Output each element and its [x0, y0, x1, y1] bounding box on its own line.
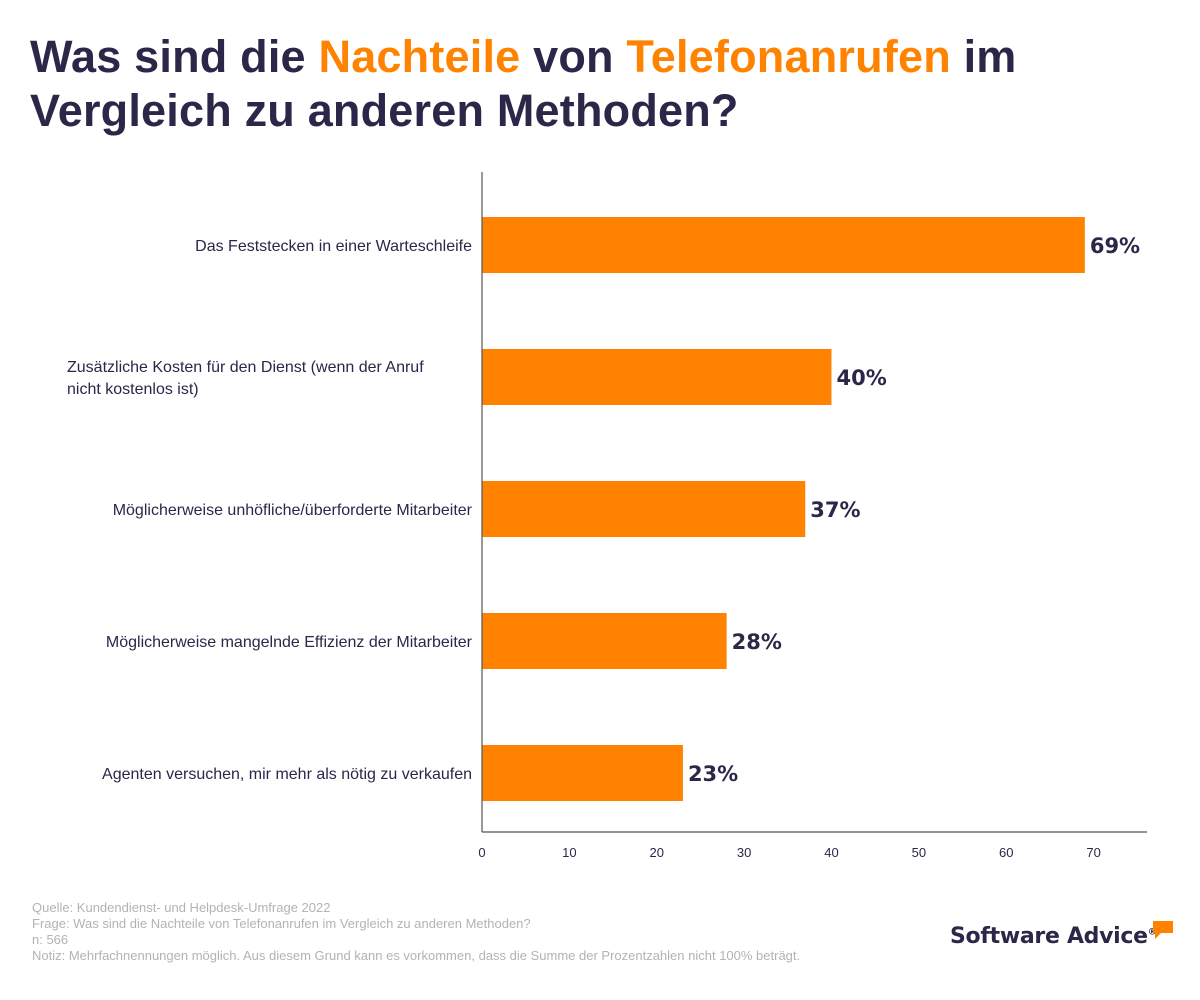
category-label-0: Das Feststecken in einer Warteschleife — [195, 238, 472, 255]
footnote-source: Quelle: Kundendienst- und Helpdesk-Umfra… — [32, 900, 331, 915]
footnote-note: Notiz: Mehrfachnennungen möglich. Aus di… — [32, 948, 801, 963]
software-advice-logo: Software Advice® — [950, 920, 1180, 956]
category-label-4: Agenten versuchen, mir mehr als nötig zu… — [102, 766, 472, 783]
x-tick-label-3: 30 — [737, 845, 751, 860]
x-tick-label-6: 60 — [999, 845, 1013, 860]
bar-1 — [482, 349, 832, 405]
x-tick-label-7: 70 — [1086, 845, 1100, 860]
footnote-question: Frage: Was sind die Nachteile von Telefo… — [32, 916, 531, 931]
title-part-3: im Vergleich zu anderen Methoden? — [30, 31, 1017, 136]
title-highlight-2: Telefonanrufen — [626, 31, 951, 82]
logo-speech-bubble-icon — [1153, 921, 1173, 939]
bar-3 — [482, 613, 727, 669]
x-tick-label-2: 20 — [650, 845, 664, 860]
category-label-2: Möglicherweise unhöfliche/überforderte M… — [113, 502, 473, 519]
bar-0 — [482, 217, 1085, 273]
category-label-3: Möglicherweise mangelnde Effizienz der M… — [106, 634, 473, 651]
logo-wordmark: Software Advice — [950, 924, 1148, 949]
footnotes: Quelle: Kundendienst- und Helpdesk-Umfra… — [32, 900, 912, 964]
bar-chart: 69% Das Feststecken in einer Warteschleif… — [67, 172, 1147, 860]
x-tick-label-0: 0 — [478, 845, 485, 860]
title-part-1: Was sind die — [30, 31, 319, 82]
bars-layer: 69% Das Feststecken in einer Warteschleif… — [67, 217, 1140, 801]
x-tick-label-5: 50 — [912, 845, 926, 860]
logo-text: Software Advice® — [950, 924, 1157, 949]
value-label-3: 28% — [732, 630, 782, 654]
title-highlight-1: Nachteile — [318, 31, 521, 82]
category-label-1: Zusätzliche Kosten für den Dienst (wenn … — [67, 359, 424, 398]
chart-title: Was sind die Nachteile von Telefonanrufe… — [30, 30, 1150, 138]
value-label-0: 69% — [1090, 234, 1140, 258]
value-label-4: 23% — [688, 762, 738, 786]
value-label-2: 37% — [810, 498, 860, 522]
axis-layer: 0 10 20 30 40 50 60 70 — [478, 172, 1147, 860]
title-part-2: von — [520, 31, 627, 82]
x-tick-label-1: 10 — [562, 845, 576, 860]
footnote-n: n: 566 — [32, 932, 69, 947]
logo-registered-mark: ® — [1147, 927, 1157, 938]
value-label-1: 40% — [836, 366, 886, 390]
bar-4 — [482, 745, 683, 801]
x-tick-label-4: 40 — [824, 845, 838, 860]
bar-2 — [482, 481, 806, 537]
